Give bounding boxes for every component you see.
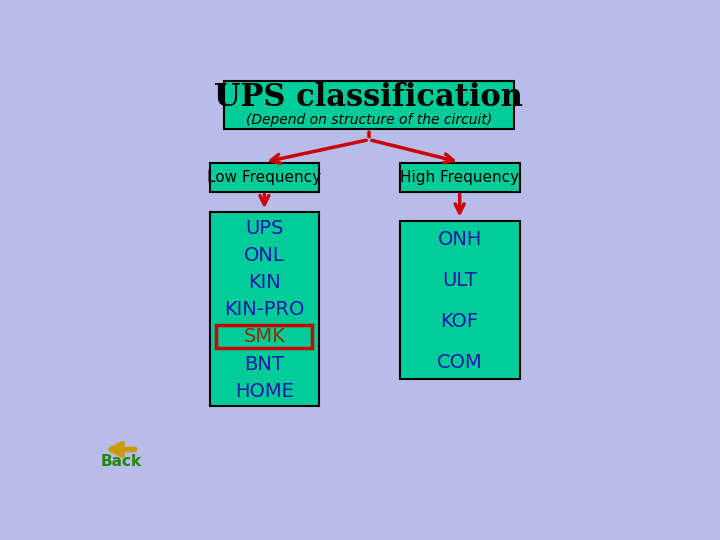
Bar xyxy=(400,163,520,192)
Text: UPS classification: UPS classification xyxy=(215,82,523,113)
Bar xyxy=(210,163,319,192)
Text: ULT: ULT xyxy=(442,271,477,290)
Bar xyxy=(210,212,319,406)
Text: UPS: UPS xyxy=(246,219,284,238)
Bar xyxy=(224,82,514,129)
Text: (Depend on structure of the circuit): (Depend on structure of the circuit) xyxy=(246,113,492,127)
Text: SMK: SMK xyxy=(243,327,285,346)
Text: ONL: ONL xyxy=(244,246,284,265)
Text: KIN-PRO: KIN-PRO xyxy=(224,300,305,319)
Text: KOF: KOF xyxy=(441,312,479,330)
Text: KIN: KIN xyxy=(248,273,281,292)
Bar xyxy=(400,221,520,379)
Bar xyxy=(217,325,312,348)
Text: Back: Back xyxy=(100,454,141,469)
Text: Low Frequency: Low Frequency xyxy=(207,170,321,185)
Text: BNT: BNT xyxy=(244,355,284,374)
Text: HOME: HOME xyxy=(235,382,294,401)
Text: High Frequency: High Frequency xyxy=(400,170,519,185)
Text: ONH: ONH xyxy=(438,230,482,249)
Text: COM: COM xyxy=(437,353,482,372)
